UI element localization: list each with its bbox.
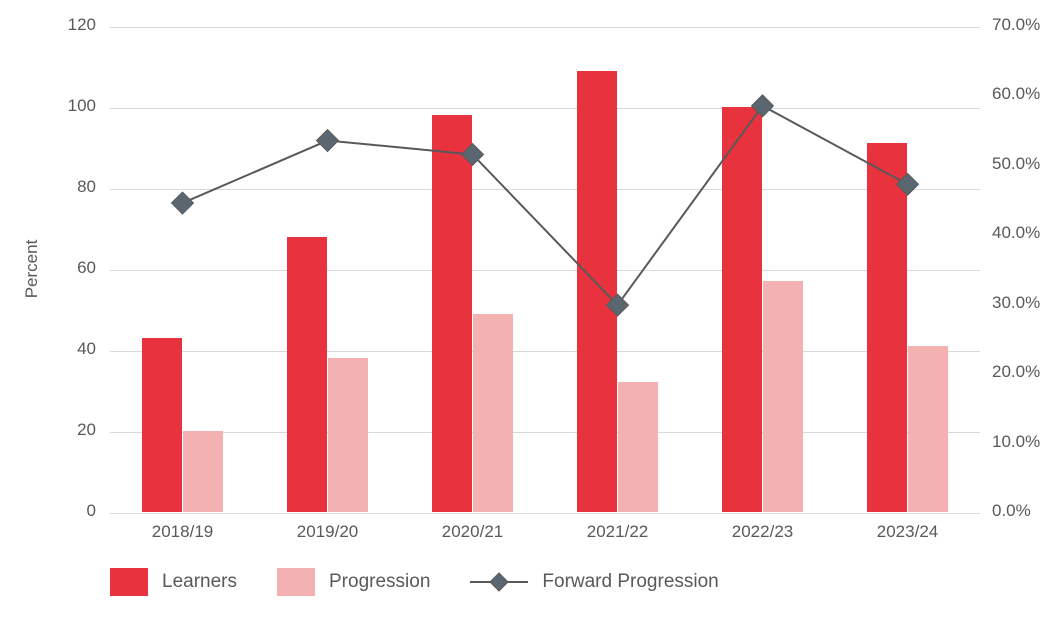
y-tick-left: 80 <box>0 177 96 197</box>
y-tick-left: 40 <box>0 339 96 359</box>
y-tick-left: 120 <box>0 15 96 35</box>
y-tick-left: 100 <box>0 96 96 116</box>
x-tick: 2018/19 <box>152 522 213 542</box>
bar-learners <box>722 107 763 512</box>
legend-item-learners: Learners <box>110 568 237 596</box>
y-tick-right: 70.0% <box>992 15 1040 35</box>
gridline <box>110 189 980 190</box>
y-tick-right: 10.0% <box>992 432 1040 452</box>
x-tick: 2021/22 <box>587 522 648 542</box>
y-tick-right: 0.0% <box>992 501 1031 521</box>
gridline <box>110 513 980 514</box>
legend-item-progression: Progression <box>277 568 430 596</box>
marker-diamond <box>490 573 508 591</box>
y-tick-right: 50.0% <box>992 154 1040 174</box>
x-tick: 2022/23 <box>732 522 793 542</box>
y-tick-left: 20 <box>0 420 96 440</box>
legend-label-forward-progression: Forward Progression <box>542 571 718 593</box>
y-tick-right: 30.0% <box>992 293 1040 313</box>
y-axis-label: Percent <box>22 229 42 309</box>
bar-progression <box>473 314 514 512</box>
bar-learners <box>867 143 908 512</box>
gridline <box>110 351 980 352</box>
y-tick-right: 60.0% <box>992 84 1040 104</box>
bar-progression <box>763 281 804 512</box>
legend-swatch-learners <box>110 568 148 596</box>
gridline <box>110 270 980 271</box>
bar-learners <box>577 71 618 512</box>
y-tick-left: 0 <box>0 501 96 521</box>
bar-learners <box>142 338 183 512</box>
bar-progression <box>908 346 949 512</box>
gridline <box>110 108 980 109</box>
bar-learners <box>287 237 328 512</box>
y-tick-left: 60 <box>0 258 96 278</box>
bar-progression <box>183 431 224 512</box>
y-tick-right: 40.0% <box>992 223 1040 243</box>
gridline <box>110 432 980 433</box>
legend-swatch-progression <box>277 568 315 596</box>
legend: Learners Progression Forward Progression <box>110 568 719 596</box>
x-tick: 2023/24 <box>877 522 938 542</box>
x-tick: 2020/21 <box>442 522 503 542</box>
x-tick: 2019/20 <box>297 522 358 542</box>
bar-progression <box>328 358 369 512</box>
bar-learners <box>432 115 473 512</box>
bar-progression <box>618 382 659 512</box>
chart-container: 0 20 40 60 80 100 120 0.0% 10.0% 20.0% 30.0% 40.0%… <box>0 0 1061 633</box>
gridline <box>110 27 980 28</box>
legend-label-learners: Learners <box>162 571 237 593</box>
y-tick-right: 20.0% <box>992 362 1040 382</box>
plot-area <box>110 26 980 512</box>
legend-label-progression: Progression <box>329 571 430 593</box>
legend-swatch-forward-progression <box>470 572 528 592</box>
legend-item-forward-progression: Forward Progression <box>470 571 718 593</box>
